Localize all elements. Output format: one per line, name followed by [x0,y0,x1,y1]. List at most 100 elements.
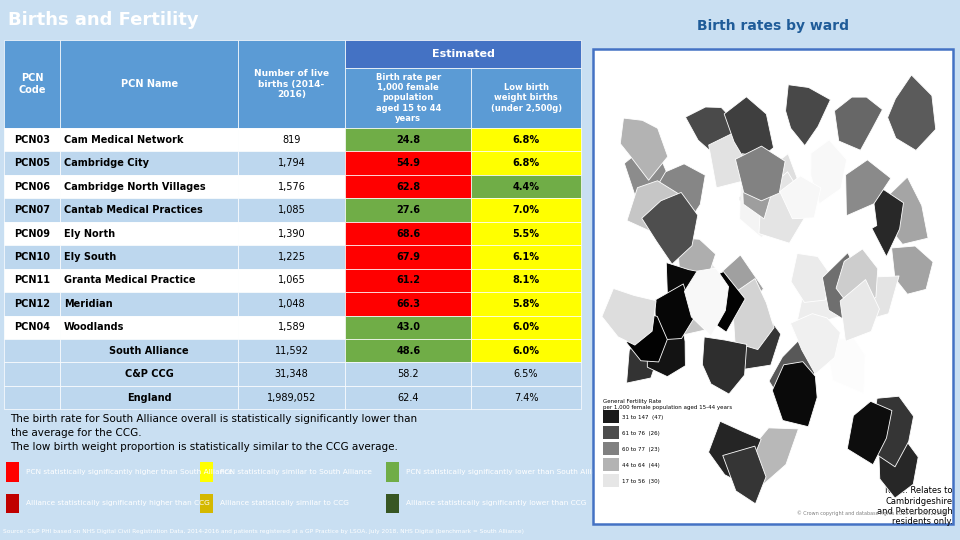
Text: 1,589: 1,589 [277,322,305,332]
Text: 1,225: 1,225 [277,252,305,262]
Text: PCN12: PCN12 [14,299,50,309]
Bar [4,362,60,386]
Text: South Alliance: South Alliance [109,346,189,356]
Text: 68.6: 68.6 [396,228,420,239]
Text: Cambridge North Villages: Cambridge North Villages [64,181,205,192]
Bar [345,152,471,175]
Text: 24.8: 24.8 [396,135,420,145]
Text: 1,048: 1,048 [277,299,305,309]
Text: 819: 819 [282,135,300,145]
Text: 4.4%: 4.4% [513,181,540,192]
Text: 66.3: 66.3 [396,299,420,309]
Bar [471,386,581,409]
Bar [345,362,471,386]
Text: PCN statistically significantly higher than South Alliance: PCN statistically significantly higher t… [26,469,232,475]
Text: 7.4%: 7.4% [514,393,539,402]
Text: Note: Relates to
Cambridgeshire
and Peterborough
residents only.: Note: Relates to Cambridgeshire and Pete… [876,487,952,526]
Text: 31,348: 31,348 [275,369,308,379]
Text: PCN10: PCN10 [14,252,50,262]
Text: 48.6: 48.6 [396,346,420,356]
Bar [4,315,60,339]
Text: Ely North: Ely North [64,228,115,239]
Text: Birth rates by ward: Birth rates by ward [697,19,849,33]
Bar [603,426,619,440]
Bar [60,152,238,175]
Text: Cam Medical Network: Cam Medical Network [64,135,183,145]
Bar [4,292,60,315]
Bar [593,49,952,524]
Bar [386,494,399,513]
Text: 1,065: 1,065 [277,275,305,285]
Text: 62.4: 62.4 [397,393,419,402]
Bar [201,494,213,513]
Text: PCN09: PCN09 [14,228,50,239]
Bar [386,462,399,482]
Text: 6.5%: 6.5% [514,369,539,379]
Bar [471,292,581,315]
Bar [345,245,471,269]
Text: Number of live
births (2014-
2016): Number of live births (2014- 2016) [254,69,329,99]
Bar [60,198,238,222]
Text: 60 to 77  (23): 60 to 77 (23) [622,447,660,452]
Text: 6.1%: 6.1% [513,252,540,262]
Text: Cambridge City: Cambridge City [64,158,149,168]
Bar [471,175,581,198]
Bar [345,292,471,315]
Text: 5.8%: 5.8% [513,299,540,309]
Bar [345,386,471,409]
Text: PCN11: PCN11 [14,275,50,285]
Bar [60,339,238,362]
Bar [345,339,471,362]
Text: 31 to 147  (47): 31 to 147 (47) [622,415,663,420]
Bar [345,128,471,152]
Text: Alliance statistically significantly lower than CCG: Alliance statistically significantly low… [406,501,587,507]
Text: 6.0%: 6.0% [513,346,540,356]
Text: 11,592: 11,592 [275,346,308,356]
Text: 7.0%: 7.0% [513,205,540,215]
Bar [238,386,345,409]
Text: PCN statistically similar to South Alliance: PCN statistically similar to South Allia… [220,469,372,475]
Bar [60,222,238,245]
Text: © Crown copyright and database rights 2019 Lic 100022345: © Crown copyright and database rights 20… [797,511,947,516]
Text: Woodlands: Woodlands [64,322,124,332]
Text: 61.2: 61.2 [396,275,420,285]
Text: The birth rate for South Alliance overall is statistically significantly lower t: The birth rate for South Alliance overal… [11,414,418,452]
Bar [238,175,345,198]
Text: Estimated: Estimated [432,49,494,59]
Bar [238,128,345,152]
Text: 8.1%: 8.1% [513,275,540,285]
Bar [60,245,238,269]
Text: PCN05: PCN05 [14,158,50,168]
Bar [60,362,238,386]
Text: Source: C&P PHI based on NHS Digital Civil Registration Data, 2014-2016 and pati: Source: C&P PHI based on NHS Digital Civ… [3,529,524,535]
Bar [201,462,213,482]
Bar [238,339,345,362]
Bar [471,222,581,245]
Text: 1,390: 1,390 [277,228,305,239]
Bar [238,222,345,245]
Text: PCN06: PCN06 [14,181,50,192]
Text: 58.2: 58.2 [397,369,420,379]
Text: Granta Medical Practice: Granta Medical Practice [64,275,196,285]
Bar [4,198,60,222]
Bar [6,494,18,513]
Text: England: England [127,393,172,402]
Bar [60,128,238,152]
Bar [345,68,471,128]
Bar [471,269,581,292]
Bar [60,175,238,198]
Bar [4,269,60,292]
Text: Meridian: Meridian [64,299,112,309]
Text: 67.9: 67.9 [396,252,420,262]
Text: 6.0%: 6.0% [513,322,540,332]
Bar [471,68,581,128]
Bar [471,198,581,222]
Bar [345,175,471,198]
Bar [60,386,238,409]
Text: PCN statistically significantly lower than South Alliance: PCN statistically significantly lower th… [406,469,610,475]
Bar [4,222,60,245]
Text: Alliance statistically significantly higher than CCG: Alliance statistically significantly hig… [26,501,209,507]
Text: 62.8: 62.8 [396,181,420,192]
Text: Low birth
weight births
(under 2,500g): Low birth weight births (under 2,500g) [491,83,562,113]
Bar [238,292,345,315]
